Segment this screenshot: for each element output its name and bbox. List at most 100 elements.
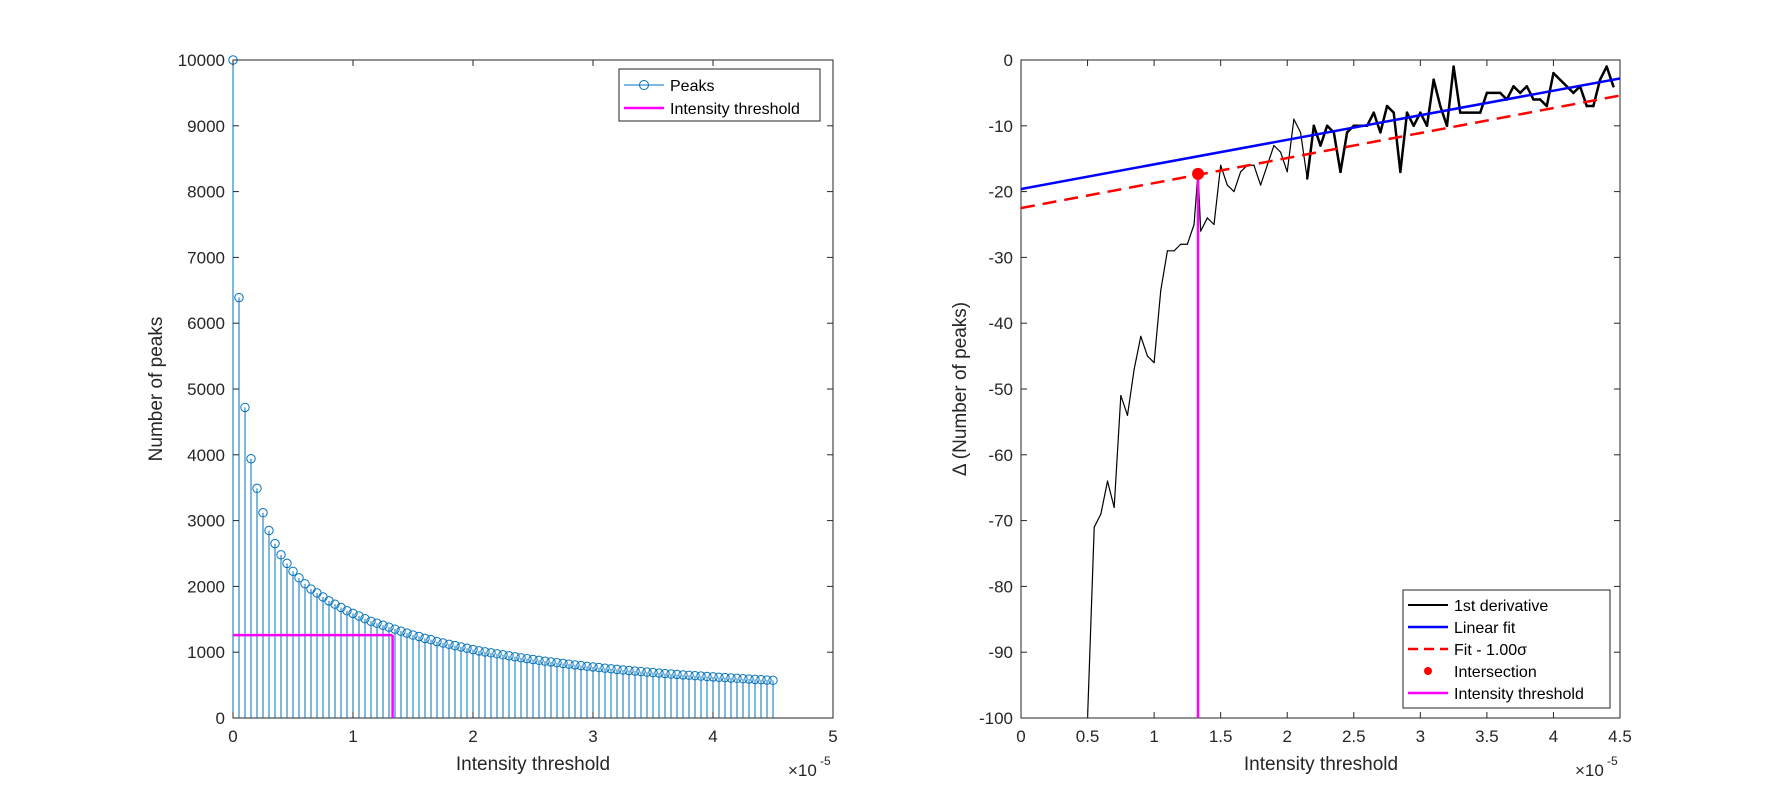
peaks-marker <box>570 660 580 670</box>
peaks-marker <box>300 579 310 589</box>
derivative-segment <box>1279 151 1288 173</box>
left-x-exponent-power: -5 <box>820 754 831 768</box>
peaks-marker <box>732 673 742 684</box>
peaks-marker <box>756 675 766 685</box>
right-y-tick-label: -90 <box>988 643 1013 662</box>
derivative-segment <box>1113 394 1122 509</box>
peaks-marker <box>396 626 406 636</box>
left-y-tick-label: 2000 <box>187 577 225 596</box>
peaks-marker <box>744 674 754 684</box>
peaks-marker <box>414 631 424 642</box>
right-x-tick-label: 0 <box>1016 727 1025 746</box>
right-y-tick-label: -80 <box>988 577 1013 596</box>
peaks-marker <box>666 669 676 679</box>
linear-fit-line <box>1021 77 1620 191</box>
left-legend-threshold-label: Intensity threshold <box>670 101 800 118</box>
peaks-marker <box>480 647 490 657</box>
derivative-segment <box>1445 65 1455 128</box>
peaks-marker <box>372 618 382 628</box>
peaks-marker <box>468 644 478 655</box>
left-y-tick-label: 5000 <box>187 380 225 399</box>
peaks-marker <box>528 654 538 665</box>
peaks-marker <box>714 672 724 682</box>
right-legend-box <box>1402 589 1611 709</box>
derivative-segment <box>1146 355 1155 364</box>
derivative-segment <box>1505 85 1515 101</box>
peaks-marker <box>564 659 574 669</box>
derivative-segment <box>1592 78 1602 108</box>
peaks-marker <box>708 672 718 682</box>
left-y-tick-label: 0 <box>216 709 225 728</box>
peaks-marker <box>636 666 646 677</box>
peaks-marker <box>654 668 664 678</box>
left-plot-marks <box>228 55 778 718</box>
left-axes: 0 1 2 3 4 5 0 1000 2000 3000 4000 5000 6000 7000 8000 9… <box>146 51 838 780</box>
right-x-exponent: ×10 -5 <box>1575 754 1618 780</box>
peaks-marker <box>360 613 370 624</box>
derivative-segment <box>1452 65 1462 114</box>
peaks-marker <box>342 606 352 616</box>
peaks-marker <box>504 651 514 661</box>
left-x-axis-label: Intensity threshold <box>456 754 610 775</box>
peaks-marker <box>582 661 592 671</box>
derivative-segment <box>1133 335 1142 370</box>
derivative-segment <box>1273 144 1282 153</box>
left-y-tick-label: 8000 <box>187 183 225 202</box>
left-x-tick-label: 1 <box>348 727 357 746</box>
right-legend-intersection-label: Intersection <box>1454 664 1537 681</box>
derivative-segment <box>1605 65 1615 88</box>
right-ticks: 0 0.5 1 1.5 2 2.5 3 3.5 4 4.5 0 -10 -20 -30 -40 -50 -60 -… <box>979 51 1632 746</box>
left-y-tick-label: 7000 <box>187 248 225 267</box>
right-legend-threshold-label: Intensity threshold <box>1454 686 1584 703</box>
peaks-marker <box>546 657 556 667</box>
left-x-exponent: ×10 -5 <box>788 754 831 780</box>
right-y-tick-label: -10 <box>988 117 1013 136</box>
derivative-segment <box>1312 124 1322 147</box>
derivative-segment <box>1319 124 1329 147</box>
derivative-segment <box>1439 104 1449 128</box>
right-x-tick-label: 2.5 <box>1342 727 1366 746</box>
peaks-marker <box>402 628 412 638</box>
peaks-marker <box>516 653 526 663</box>
left-y-tick-label: 10000 <box>178 51 225 70</box>
derivative-segment <box>1120 394 1129 416</box>
derivative-segment <box>1100 480 1109 515</box>
right-x-tick-label: 1.5 <box>1209 727 1233 746</box>
left-y-tick-label: 1000 <box>187 643 225 662</box>
derivative-segment <box>1206 217 1215 226</box>
peaks-marker <box>276 550 286 560</box>
right-y-tick-label: -30 <box>988 248 1013 267</box>
peaks-marker <box>420 633 430 644</box>
derivative-segment <box>1538 98 1549 108</box>
derivative-segment <box>1432 78 1442 108</box>
right-x-tick-label: 3 <box>1416 727 1425 746</box>
left-y-axis-label: Number of peaks <box>146 317 167 462</box>
peaks-marker <box>576 660 586 671</box>
peaks-marker <box>600 663 610 673</box>
right-x-tick-label: 3.5 <box>1475 727 1499 746</box>
derivative-segment <box>1399 111 1409 174</box>
left-x-tick-label: 3 <box>588 727 597 746</box>
peaks-marker <box>432 636 442 647</box>
peaks-marker <box>750 674 760 685</box>
peaks-marker <box>330 599 340 609</box>
right-legend-derivative-label: 1st derivative <box>1454 598 1548 615</box>
derivative-segment <box>1552 71 1562 81</box>
derivative-segment <box>1153 289 1162 364</box>
peaks-marker <box>390 624 400 634</box>
peaks-marker <box>768 675 778 686</box>
derivative-segment <box>1598 65 1608 81</box>
derivative-segment <box>1233 171 1242 193</box>
peaks-marker <box>366 616 376 626</box>
peaks-marker <box>492 649 502 659</box>
derivative-segment <box>1259 164 1268 186</box>
left-y-tick-label: 9000 <box>187 117 225 136</box>
peaks-marker <box>618 665 628 675</box>
peaks-marker <box>252 483 262 494</box>
right-x-tick-label: 0.5 <box>1076 727 1100 746</box>
derivative-segment <box>1220 164 1228 186</box>
derivative-segment <box>1405 111 1415 128</box>
peaks-marker <box>264 525 274 536</box>
peaks-marker <box>456 642 466 652</box>
